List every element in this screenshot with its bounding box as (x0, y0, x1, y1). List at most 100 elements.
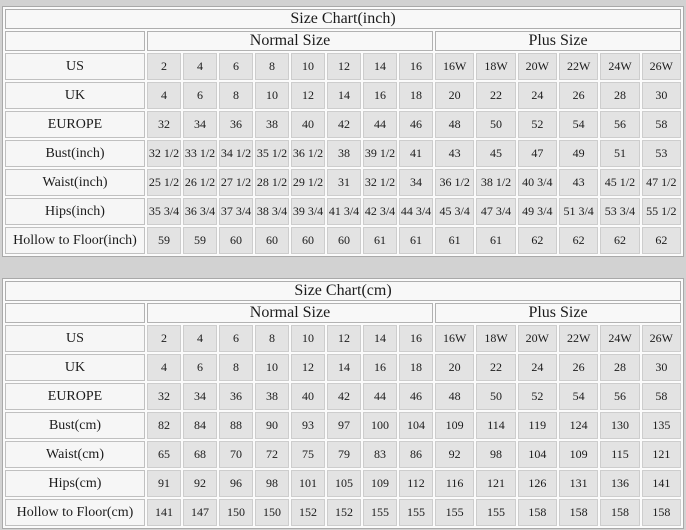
row-label: UK (5, 354, 145, 381)
size-value-cell: 59 (147, 227, 181, 254)
size-value-cell: 28 (600, 354, 640, 381)
size-value-cell: 114 (476, 412, 516, 439)
size-value-cell: 24 (517, 82, 557, 109)
size-value-cell: 60 (327, 227, 361, 254)
row-label: Bust(cm) (5, 412, 145, 439)
size-value-cell: 16 (399, 325, 433, 352)
row-label: UK (5, 82, 145, 109)
size-value-cell: 22 (476, 354, 516, 381)
size-value-cell: 65 (147, 441, 181, 468)
size-value-cell: 4 (147, 354, 181, 381)
row-label: US (5, 325, 145, 352)
plus-size-header: Plus Size (435, 303, 681, 323)
size-value-cell: 158 (600, 499, 640, 526)
size-value-cell: 43 (558, 169, 599, 196)
table-row: Bust(inch) 32 1/2 33 1/2 34 1/2 35 1/2 36 1/2… (5, 140, 681, 167)
size-value-cell: 16 (399, 53, 433, 80)
size-value-cell: 101 (291, 470, 325, 497)
size-value-cell: 14 (327, 354, 361, 381)
size-value-cell: 29 1/2 (291, 169, 325, 196)
corner-cell (5, 303, 145, 323)
row-label: Bust(inch) (5, 140, 145, 167)
size-value-cell: 24W (600, 325, 640, 352)
size-value-cell: 12 (327, 53, 361, 80)
size-value-cell: 158 (641, 499, 681, 526)
size-value-cell: 38 (255, 111, 289, 138)
size-value-cell: 158 (558, 499, 599, 526)
size-value-cell: 44 3/4 (399, 198, 433, 225)
size-value-cell: 22W (558, 325, 599, 352)
size-value-cell: 36 3/4 (183, 198, 217, 225)
table-row: Hollow to Floor(inch) 59 59 60 60 60 60 61 61 61 6… (5, 227, 681, 254)
corner-cell (5, 31, 145, 51)
row-label: Waist(cm) (5, 441, 145, 468)
size-value-cell: 45 1/2 (600, 169, 640, 196)
size-value-cell: 34 (399, 169, 433, 196)
size-value-cell: 30 (641, 354, 681, 381)
size-value-cell: 104 (517, 441, 557, 468)
size-value-cell: 50 (476, 111, 516, 138)
size-value-cell: 44 (363, 111, 397, 138)
size-value-cell: 158 (517, 499, 557, 526)
group-header-row: Normal Size Plus Size (5, 303, 681, 323)
size-value-cell: 58 (641, 383, 681, 410)
size-value-cell: 8 (255, 325, 289, 352)
row-label: Hollow to Floor(cm) (5, 499, 145, 526)
size-value-cell: 91 (147, 470, 181, 497)
table-row: Hips(cm) 91 92 96 98 101 105 109 112 116 121 126 131… (5, 470, 681, 497)
size-value-cell: 34 (183, 111, 217, 138)
size-value-cell: 59 (183, 227, 217, 254)
size-value-cell: 10 (255, 82, 289, 109)
size-value-cell: 43 (435, 140, 475, 167)
size-value-cell: 27 1/2 (219, 169, 253, 196)
table-row: EUROPE 32 34 36 38 40 42 44 46 48 50 52 54 56 58 (5, 111, 681, 138)
size-value-cell: 52 (517, 383, 557, 410)
size-value-cell: 35 3/4 (147, 198, 181, 225)
size-value-cell: 39 1/2 (363, 140, 397, 167)
size-value-cell: 60 (291, 227, 325, 254)
size-value-cell: 104 (399, 412, 433, 439)
size-value-cell: 51 (600, 140, 640, 167)
size-value-cell: 98 (476, 441, 516, 468)
size-value-cell: 98 (255, 470, 289, 497)
size-value-cell: 16W (435, 53, 475, 80)
size-value-cell: 41 3/4 (327, 198, 361, 225)
size-value-cell: 155 (399, 499, 433, 526)
size-value-cell: 42 (327, 111, 361, 138)
size-value-cell: 36 (219, 383, 253, 410)
size-value-cell: 33 1/2 (183, 140, 217, 167)
size-value-cell: 105 (327, 470, 361, 497)
size-value-cell: 40 (291, 111, 325, 138)
size-value-cell: 44 (363, 383, 397, 410)
table-row: US 2 4 6 8 10 12 14 16 16W 18W 20W 22W 24W 26W (5, 53, 681, 80)
size-value-cell: 16 (363, 82, 397, 109)
size-value-cell: 14 (327, 82, 361, 109)
size-value-cell: 61 (435, 227, 475, 254)
size-value-cell: 147 (183, 499, 217, 526)
size-value-cell: 61 (399, 227, 433, 254)
size-value-cell: 55 1/2 (641, 198, 681, 225)
size-value-cell: 61 (363, 227, 397, 254)
table-row: Waist(cm) 65 68 70 72 75 79 83 86 92 98 104 109 115 12… (5, 441, 681, 468)
size-value-cell: 47 1/2 (641, 169, 681, 196)
size-value-cell: 155 (435, 499, 475, 526)
size-value-cell: 18W (476, 53, 516, 80)
size-value-cell: 52 (517, 111, 557, 138)
size-value-cell: 8 (255, 53, 289, 80)
size-value-cell: 42 (327, 383, 361, 410)
size-value-cell: 12 (327, 325, 361, 352)
size-value-cell: 34 (183, 383, 217, 410)
table-row: EUROPE 32 34 36 38 40 42 44 46 48 50 52 54 56 58 (5, 383, 681, 410)
size-value-cell: 4 (183, 53, 217, 80)
size-chart-cm-table: Size Chart(cm) Normal Size Plus Size US 2… (2, 278, 684, 529)
size-value-cell: 26W (641, 325, 681, 352)
size-value-cell: 119 (517, 412, 557, 439)
size-value-cell: 36 1/2 (435, 169, 475, 196)
table-row: Bust(cm) 82 84 88 90 93 97 100 104 109 114 119 124 13… (5, 412, 681, 439)
size-value-cell: 4 (183, 325, 217, 352)
size-value-cell: 115 (600, 441, 640, 468)
size-value-cell: 10 (291, 325, 325, 352)
size-value-cell: 20 (435, 82, 475, 109)
size-value-cell: 131 (558, 470, 599, 497)
size-value-cell: 36 (219, 111, 253, 138)
